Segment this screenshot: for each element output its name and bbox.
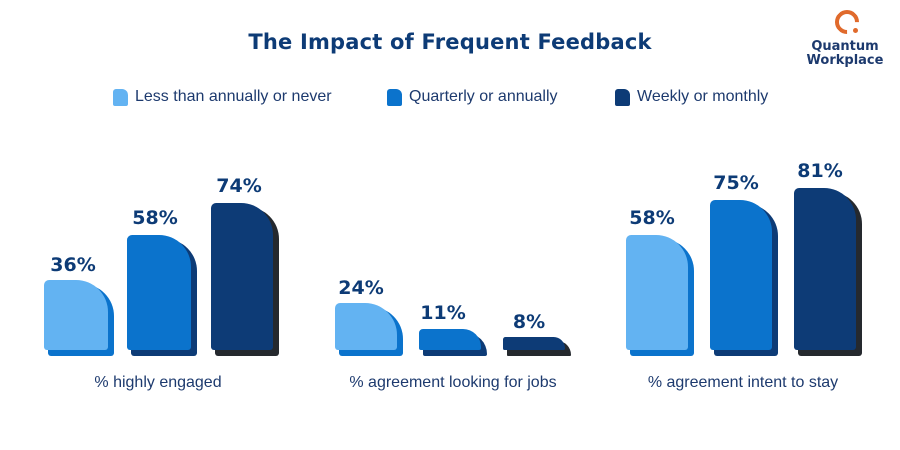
bar-looking-for-jobs-quarterly (419, 329, 487, 356)
chart-title: The Impact of Frequent Feedback (248, 30, 652, 54)
bar-intent-to-stay-less (626, 235, 694, 356)
bar-highly-engaged-less (44, 280, 114, 356)
legend-label: Weekly or monthly (637, 88, 769, 105)
bar-value-label: 11% (420, 302, 466, 324)
logo-text-line1: Quantum (811, 39, 879, 54)
logo-dot-icon (853, 28, 858, 33)
bar-value-label: 36% (50, 254, 96, 276)
bar-value-label: 75% (713, 172, 759, 194)
legend-label: Quarterly or annually (409, 88, 558, 105)
legend-swatch-blue-icon (387, 88, 402, 106)
legend-swatch-navy-icon (615, 88, 630, 106)
bar-looking-for-jobs-less (335, 303, 403, 356)
bar-value-label: 58% (629, 207, 675, 229)
bar-value-label: 24% (338, 277, 384, 299)
category-label-looking-for-jobs: % agreement looking for jobs (349, 374, 557, 391)
legend-item-less-than-annually: Less than annually or never (113, 88, 332, 106)
legend-swatch-light-blue-icon (113, 88, 128, 106)
bar-value-label: 81% (797, 160, 843, 182)
bar-highly-engaged-quarterly (127, 235, 197, 356)
legend-item-quarterly: Quarterly or annually (387, 88, 558, 106)
legend-label: Less than annually or never (135, 88, 332, 105)
bar-intent-to-stay-quarterly (710, 200, 778, 356)
bar-intent-to-stay-weekly (794, 188, 862, 356)
bar-value-label: 58% (132, 207, 178, 229)
quantum-workplace-logo: Quantum Workplace (800, 5, 890, 72)
category-label-highly-engaged: % highly engaged (94, 374, 222, 391)
bar-value-label: 8% (512, 311, 546, 333)
legend: Less than annually or never Quarterly or… (0, 88, 900, 112)
logo-text-line2: Workplace (806, 53, 884, 68)
category-label-intent-to-stay: % agreement intent to stay (647, 374, 839, 391)
bar-value-label: 74% (216, 175, 262, 197)
bar-highly-engaged-weekly (211, 203, 279, 356)
legend-item-weekly: Weekly or monthly (615, 88, 768, 106)
bar-looking-for-jobs-weekly (503, 337, 571, 356)
